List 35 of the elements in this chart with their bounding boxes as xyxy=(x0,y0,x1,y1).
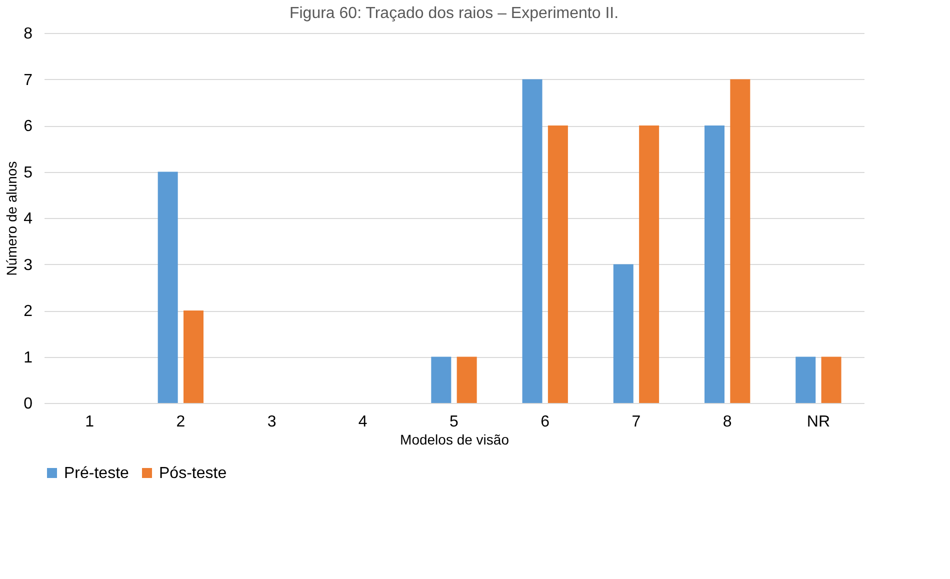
legend-label: Pré-teste xyxy=(64,465,130,482)
x-tick-label: 8 xyxy=(722,414,732,430)
bar xyxy=(730,79,750,403)
chart-title: Figura 60: Traçado dos raios – Experimento II. xyxy=(289,5,619,22)
y-tick-label: 2 xyxy=(24,303,33,320)
y-tick-label: 3 xyxy=(24,256,33,274)
y-tick-label: 1 xyxy=(24,349,33,366)
y-tick-label: 6 xyxy=(24,118,33,135)
x-tick-label: 5 xyxy=(450,414,459,430)
x-tick-label: 4 xyxy=(358,414,368,430)
x-axis-title: Modelos de visão xyxy=(400,432,510,448)
x-tick-label: 1 xyxy=(85,414,94,430)
y-tick-label: 5 xyxy=(24,164,33,182)
bar xyxy=(704,126,724,403)
bar xyxy=(522,79,542,403)
bar xyxy=(821,356,842,403)
x-tick-label: 6 xyxy=(540,414,550,430)
bar xyxy=(184,310,204,403)
bar xyxy=(548,126,568,403)
y-tick-label: 8 xyxy=(24,26,33,42)
x-tick-label: 3 xyxy=(267,414,276,430)
y-tick-label: 4 xyxy=(24,210,33,228)
bar xyxy=(158,172,178,403)
bar xyxy=(431,356,452,403)
bar xyxy=(456,356,477,403)
bar xyxy=(639,126,660,403)
x-tick-label: NR xyxy=(806,414,830,430)
x-tick-label: 7 xyxy=(632,414,641,430)
y-axis-title: Número de alunos xyxy=(4,161,20,276)
x-tick-label: 2 xyxy=(176,414,186,430)
bar xyxy=(796,356,816,403)
y-tick-label: 7 xyxy=(24,72,33,89)
bar xyxy=(613,264,634,403)
legend-label: Pós-teste xyxy=(159,465,227,482)
y-tick-label: 0 xyxy=(24,396,33,412)
